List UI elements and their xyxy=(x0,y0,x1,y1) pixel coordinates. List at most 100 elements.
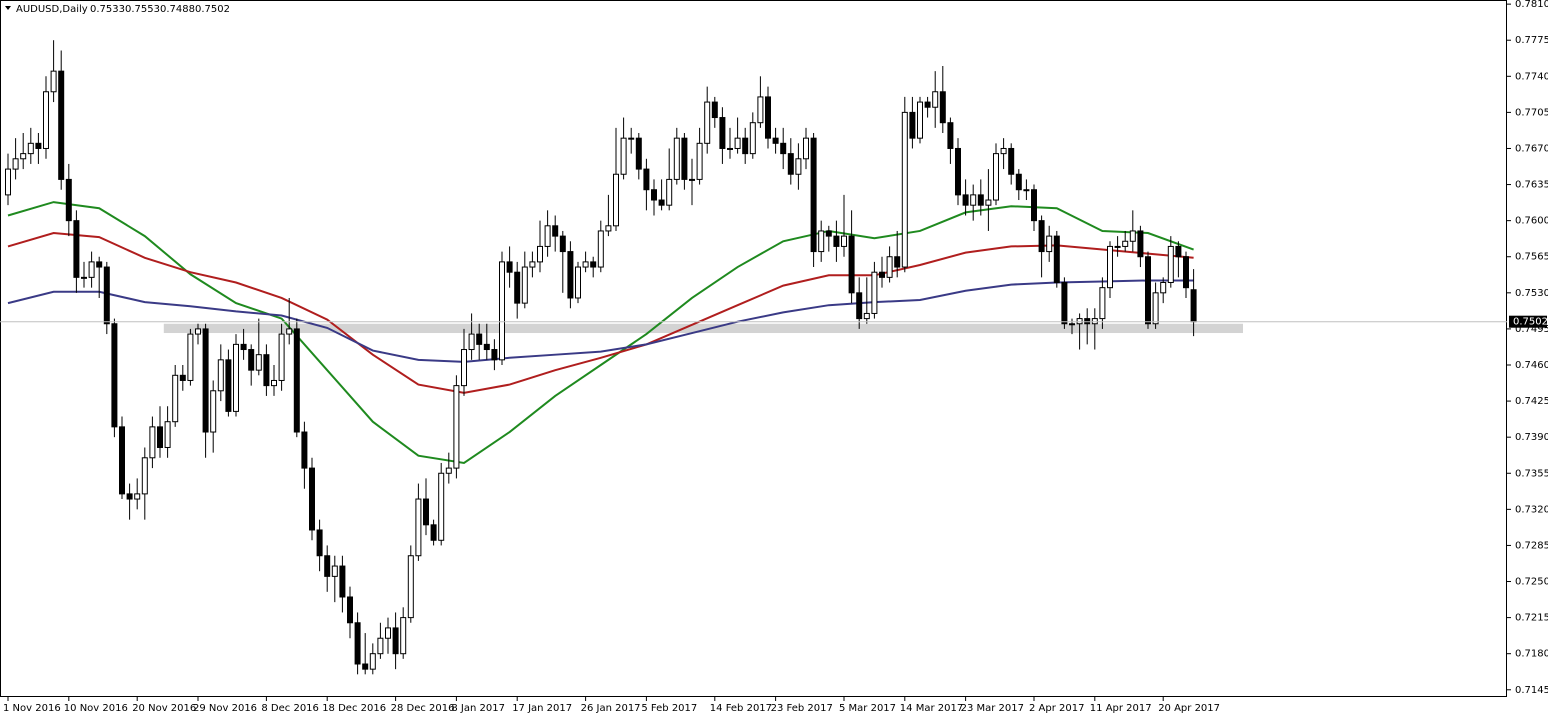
candle-body xyxy=(886,256,893,278)
x-tick-label: 14 Feb 2017 xyxy=(710,703,772,714)
candle-body xyxy=(58,70,65,180)
header-high: 0.7553 xyxy=(125,4,160,15)
y-tick-label: 0.7635 xyxy=(1515,180,1548,191)
candle-body xyxy=(271,379,277,387)
candle-body xyxy=(666,178,673,206)
candle-body xyxy=(5,168,11,196)
moving-average xyxy=(7,279,1194,363)
menu-arrow[interactable] xyxy=(5,6,11,10)
support-zone xyxy=(163,323,1243,334)
candle-body xyxy=(1183,256,1189,289)
y-tick-label: 0.7355 xyxy=(1515,468,1548,479)
candle-body xyxy=(354,622,361,665)
candle-body xyxy=(749,122,756,155)
x-tick-label: 17 Jan 2017 xyxy=(512,703,572,714)
candle-body xyxy=(187,333,194,381)
candle-body xyxy=(597,230,604,268)
candle-body xyxy=(742,137,749,155)
candle-body xyxy=(628,137,635,140)
candle-body xyxy=(50,70,57,93)
candle-body xyxy=(803,137,809,160)
candle-body xyxy=(347,596,353,624)
candle-body xyxy=(689,178,695,181)
candle-body xyxy=(20,153,27,160)
x-tick-label: 8 Dec 2016 xyxy=(261,703,319,714)
candle-body xyxy=(848,235,855,294)
candle-body xyxy=(126,493,133,500)
candle-body xyxy=(240,343,247,351)
candle-body xyxy=(1023,189,1030,192)
candle-body xyxy=(1061,282,1068,325)
candle-body xyxy=(293,328,300,433)
candle-body xyxy=(195,328,201,335)
candle-body xyxy=(1175,245,1182,258)
candle-body xyxy=(453,385,460,469)
candle-body xyxy=(787,153,794,175)
candle-body xyxy=(605,225,612,232)
candle-body xyxy=(1038,220,1045,253)
plot-frame xyxy=(0,0,1507,697)
candle-body xyxy=(202,328,209,433)
candle-body xyxy=(1015,173,1022,191)
x-tick-label: 10 Nov 2016 xyxy=(64,703,128,714)
candle-body xyxy=(1152,292,1159,325)
candle-body xyxy=(947,122,954,149)
candle-body xyxy=(134,493,141,500)
y-tick-label: 0.7670 xyxy=(1515,143,1548,154)
candle-body xyxy=(316,529,323,557)
candle-body xyxy=(255,354,262,371)
candle-body xyxy=(331,565,338,577)
candle-body xyxy=(1160,282,1167,294)
candle-body xyxy=(1107,245,1113,289)
candle-body xyxy=(415,498,422,557)
candle-body xyxy=(924,101,931,108)
candle-body xyxy=(727,147,733,150)
candle-body xyxy=(1076,318,1083,325)
candle-body xyxy=(149,426,156,459)
y-tick-label: 0.7215 xyxy=(1515,613,1548,624)
price-label-box xyxy=(1509,315,1547,328)
candle-body xyxy=(1145,256,1151,325)
candle-body xyxy=(871,271,878,314)
y-tick-label: 0.7740 xyxy=(1515,71,1548,82)
candle-body xyxy=(575,266,581,299)
candle-body xyxy=(217,359,224,392)
candle-body xyxy=(400,617,407,655)
moving-average xyxy=(7,201,1194,464)
candle-body xyxy=(559,235,566,253)
candle-body xyxy=(499,261,505,361)
candle-body xyxy=(476,333,483,345)
candle-body xyxy=(461,349,467,387)
candle-body xyxy=(544,225,551,247)
candle-body xyxy=(43,91,49,149)
candle-body xyxy=(1129,230,1136,242)
candle-body xyxy=(210,390,217,433)
candle-body xyxy=(962,194,969,206)
candle-body xyxy=(172,374,179,423)
x-tick-label: 23 Mar 2017 xyxy=(961,703,1024,714)
candle-body xyxy=(765,96,771,139)
candle-body xyxy=(841,235,847,247)
candle-body xyxy=(301,431,308,469)
candle-body xyxy=(369,653,376,670)
candle-body xyxy=(423,498,429,526)
x-tick-label: 23 Feb 2017 xyxy=(771,703,833,714)
y-tick-label: 0.7320 xyxy=(1515,504,1548,515)
candle-body xyxy=(651,189,657,201)
y-tick-label: 0.7285 xyxy=(1515,540,1548,551)
candle-body xyxy=(1046,235,1053,253)
y-tick-label: 0.7460 xyxy=(1515,360,1548,371)
candle-body xyxy=(309,467,315,531)
x-tick-label: 29 Nov 2016 xyxy=(193,703,257,714)
moving-average xyxy=(7,232,1194,394)
header-low: 0.7488 xyxy=(160,4,195,15)
candle-body xyxy=(567,251,574,299)
candle-body xyxy=(985,199,992,206)
candle-body xyxy=(339,565,346,598)
candle-body xyxy=(970,194,977,206)
candle-body xyxy=(810,137,817,253)
chart-title: AUDUSD,Daily xyxy=(16,4,88,15)
candle-body xyxy=(12,158,19,170)
candle-body xyxy=(1137,230,1144,258)
